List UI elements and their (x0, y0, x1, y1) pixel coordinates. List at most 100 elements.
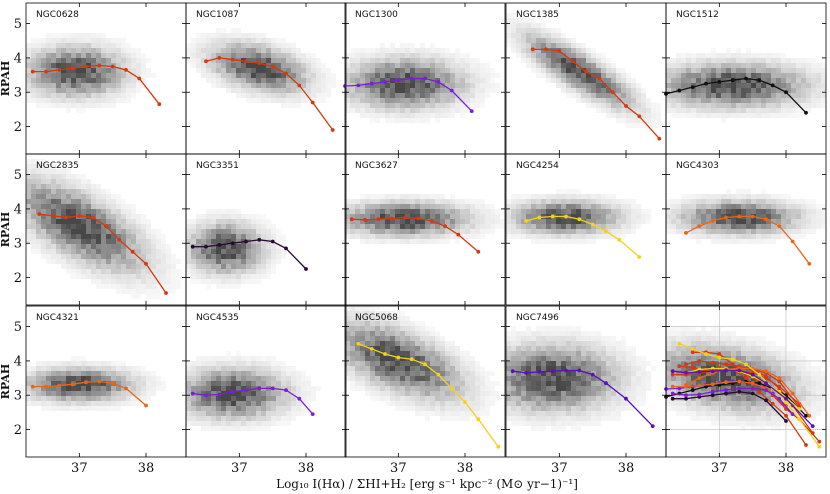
data-point-ngc7496-6 (750, 372, 755, 377)
data-point-ngc7496-0 (510, 369, 515, 374)
data-point-ngc2835-8 (784, 413, 788, 418)
data-point-ngc2835-1 (690, 365, 695, 370)
data-point-ngc3351-8 (304, 267, 308, 271)
data-point-ngc5068-9 (797, 417, 802, 422)
series-line-ngc1300 (344, 77, 473, 112)
y-tick-label: 2 (14, 271, 22, 286)
data-point-ngc1512-3 (704, 81, 708, 86)
series-line-ngc4303 (685, 367, 810, 417)
data-point-ngc2835-0 (37, 212, 42, 217)
data-point-ngc1385-8 (637, 114, 642, 119)
data-point-ngc4535-2 (697, 392, 702, 397)
data-point-ngc2835-7 (770, 401, 775, 406)
data-point-ngc4535-2 (217, 392, 222, 397)
data-point-ngc5068-4 (730, 357, 735, 362)
data-point-ngc0628-0 (670, 372, 675, 377)
data-point-ngc1385-4 (584, 69, 588, 74)
data-point-ngc1087-3 (244, 59, 248, 64)
data-point-ngc5068-5 (423, 362, 427, 367)
data-point-ngc1300-1 (356, 83, 361, 88)
panel-title: NGC2835 (36, 161, 79, 171)
data-point-ngc4535-0 (190, 391, 195, 396)
y-tick-label: 4 (14, 51, 22, 66)
data-point-ngc0628-1 (44, 69, 48, 74)
panel-combined: 37 38 (664, 305, 827, 476)
data-point-ngc1300-1 (677, 386, 682, 391)
data-point-ngc5068-9 (476, 417, 481, 422)
data-point-ngc4254-1 (537, 215, 542, 220)
data-point-ngc4535-5 (737, 386, 742, 391)
data-point-ngc1087-0 (204, 59, 208, 64)
data-point-ngc1087-1 (697, 359, 702, 363)
data-point-ngc4535-7 (764, 388, 768, 392)
panel-title: NGC4535 (196, 313, 239, 323)
data-point-ngc5068-10 (496, 444, 501, 449)
data-point-ngc1087-7 (297, 83, 302, 88)
data-point-ngc1385-6 (610, 90, 615, 95)
data-point-ngc1385-9 (657, 136, 662, 141)
data-point-ngc3351-5 (257, 237, 262, 242)
data-point-ngc1512-10 (804, 110, 808, 115)
panel-frame (185, 305, 347, 458)
data-point-ngc7496-8 (784, 396, 788, 401)
data-point-ngc0628-5 (97, 63, 102, 68)
series-line-ngc2835 (39, 213, 167, 294)
data-point-ngc5068-5 (744, 362, 748, 367)
panel-frame (344, 305, 506, 458)
data-point-ngc1512-9 (784, 90, 788, 95)
data-point-ngc3627-4 (403, 215, 407, 220)
x-tick-label: 37 (711, 461, 728, 476)
data-point-ngc1512-2 (690, 85, 695, 89)
data-point-ngc2835-3 (77, 213, 82, 218)
data-point-ngc5068-0 (356, 341, 361, 346)
data-point-ngc7496-2 (537, 370, 542, 374)
data-point-ngc4254-8 (637, 255, 642, 259)
data-point-ngc3627-2 (376, 217, 381, 222)
data-point-ngc4321-4 (84, 380, 88, 385)
data-point-ngc1385-0 (530, 47, 535, 52)
data-point-ngc5068-6 (757, 372, 762, 377)
data-point-ngc1087-5 (270, 64, 275, 69)
data-point-ngc3627-8 (777, 384, 782, 389)
data-point-ngc5068-1 (369, 347, 374, 351)
data-point-ngc4254-7 (617, 237, 622, 242)
data-point-ngc3627-6 (429, 219, 434, 223)
data-point-ngc4535-3 (710, 389, 715, 394)
data-point-ngc3351-6 (750, 391, 755, 396)
series-line-ngc3627 (351, 216, 479, 253)
y-tick-label: 5 (14, 320, 22, 335)
data-point-ngc1087-0 (684, 362, 688, 367)
data-point-ngc0628-2 (57, 68, 62, 72)
x-tick-label: 38 (298, 461, 315, 476)
x-tick-label: 37 (71, 461, 88, 476)
panel-ngc2835: NGC2835 2 3 4 5 (14, 153, 187, 306)
data-point-ngc7496-5 (577, 368, 582, 373)
data-point-ngc3351-3 (710, 393, 715, 398)
data-point-ngc4535-9 (310, 412, 315, 416)
data-point-ngc7496-7 (764, 381, 768, 386)
data-point-ngc1385-2 (717, 352, 722, 356)
data-point-ngc4254-8 (797, 407, 802, 411)
data-point-ngc1087-2 (230, 57, 235, 62)
data-point-ngc5068-7 (449, 386, 454, 391)
series-line-ngc7496 (512, 369, 654, 427)
data-point-ngc2835-6 (757, 389, 762, 394)
panel-ngc3627: NGC3627 (344, 153, 506, 306)
data-point-ngc1385-3 (570, 59, 575, 64)
panel-ngc1300: NGC1300 (343, 2, 506, 155)
y-tick-label: 2 (14, 423, 22, 438)
data-point-ngc3627-7 (443, 224, 447, 229)
panel-ngc1087: NGC1087 (185, 2, 347, 155)
data-point-ngc4321-0 (670, 384, 675, 389)
series-line-ngc4535 (672, 387, 794, 415)
data-point-ngc3627-8 (456, 232, 461, 237)
panel-title: NGC1300 (355, 10, 398, 20)
data-point-ngc2835-4 (90, 215, 95, 220)
data-point-ngc0628-0 (30, 69, 35, 74)
data-point-ngc7496-9 (810, 424, 815, 428)
data-point-ngc3627-0 (349, 217, 354, 222)
data-point-ngc4303-4 (737, 214, 742, 219)
series-line-ngc1385 (532, 48, 660, 140)
data-point-ngc0628-3 (70, 66, 75, 71)
